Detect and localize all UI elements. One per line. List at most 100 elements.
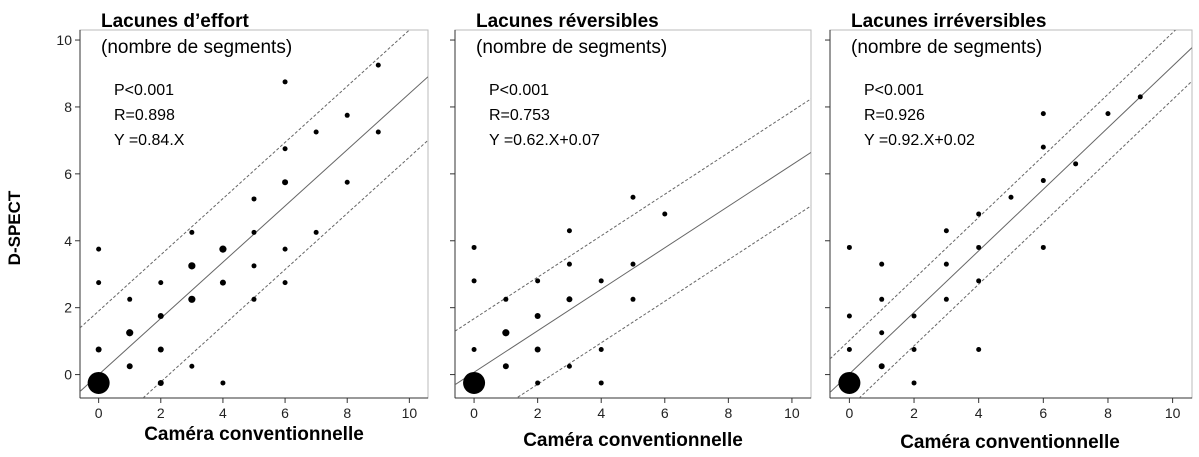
data-point [96,280,102,286]
upper-confidence-line [830,30,1177,360]
data-point [566,296,573,303]
chart-panel-1: 0 2 4 6 8 10 0 2 4 6 8 10 Lacunes d’effort (nombre de… [56,11,429,445]
data-point [219,279,226,286]
data-point [1008,194,1014,200]
data-point [911,346,917,352]
data-point [976,211,982,217]
x-tick-label: 8 [724,405,732,421]
x-axis-title: Caméra conventionnelle [523,430,743,451]
x-axis-title: Caméra conventionnelle [900,432,1120,452]
data-point [878,363,885,370]
regression-line [830,47,1192,393]
data-point [535,380,541,386]
x-tick-label: 8 [343,405,351,421]
lower-confidence-line [858,80,1192,398]
stat-annotation: P<0.001 [114,82,174,99]
data-point [502,329,510,337]
data-point [598,278,604,284]
data-point [313,229,319,235]
data-point [879,261,885,267]
data-point [943,228,949,234]
data-point [879,330,885,336]
data-point [126,363,133,370]
data-point [95,346,102,353]
data-point [188,295,196,303]
x-tick-label: 4 [597,405,605,421]
regression-line [455,151,811,386]
data-point [471,278,477,284]
data-point [976,244,982,250]
data-point [251,263,257,269]
stat-annotation: P<0.001 [489,82,549,99]
chart-panel-3: 0 2 4 6 8 10 Lacunes irréversibles (nombre de s… [825,11,1193,453]
data-point [1040,111,1046,117]
data-point [251,229,257,235]
data-point [126,329,134,337]
x-tick-label: 4 [975,405,983,421]
data-point [535,278,541,284]
data-point [846,313,852,319]
data-point [127,296,133,302]
y-tick-label: 4 [64,233,72,249]
y-tick-label: 8 [64,99,72,115]
data-point [566,228,572,234]
x-tick-label: 6 [281,405,289,421]
chart-panel-2: 0 2 4 6 8 10 Lacunes réversibles (nombre de seg… [450,11,812,451]
data-point [189,363,195,369]
y-tick-label: 0 [64,367,72,383]
data-point [846,346,852,352]
stat-annotation: Y =0.92.X+0.02 [864,132,975,149]
data-point [344,179,350,185]
x-tick-label: 0 [845,405,853,421]
lower-confidence-line [142,139,428,398]
x-tick-label: 10 [784,405,800,421]
data-point [188,262,196,270]
data-point [282,146,288,152]
data-point [96,246,102,252]
data-point [157,313,164,320]
x-tick-label: 8 [1104,405,1112,421]
x-tick-label: 2 [534,405,542,421]
x-tick-label: 10 [1165,405,1181,421]
data-point [911,380,917,386]
regression-lines [80,30,428,398]
data-point [566,363,572,369]
y-tick-label: 10 [56,32,72,48]
data-point [943,296,949,302]
data-point [976,346,982,352]
data-point [911,313,917,319]
data-point [662,211,668,217]
data-point [282,179,289,186]
upper-confidence-line [80,30,411,329]
y-tick-label: 6 [64,166,72,182]
stat-annotation: P<0.001 [864,82,924,99]
data-point [630,261,636,267]
data-point [471,346,477,352]
data-point [943,261,949,267]
regression-lines [455,98,811,398]
data-point [534,346,541,353]
x-tick-label: 6 [1039,405,1047,421]
data-point [976,278,982,284]
data-point [598,380,604,386]
chart-subtitle: (nombre de segments) [101,37,292,58]
data-point [251,296,257,302]
data-point [1105,111,1111,117]
data-point [87,371,110,394]
data-point [375,62,381,68]
data-point [503,296,509,302]
data-point [566,261,572,267]
chart-title: Lacunes d’effort [101,11,249,32]
data-point [219,245,227,253]
data-point [463,371,486,394]
data-point [846,244,852,250]
data-point [838,371,861,394]
x-tick-label: 10 [402,405,418,421]
data-point [1040,144,1046,150]
data-point [630,194,636,200]
data-point [251,196,257,202]
data-point [534,313,541,320]
upper-confidence-line [455,98,811,332]
data-point [502,363,509,370]
